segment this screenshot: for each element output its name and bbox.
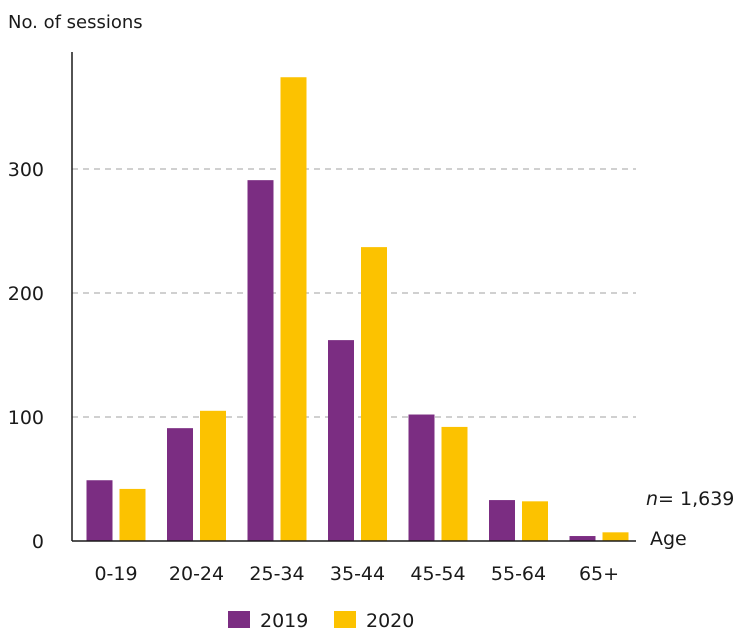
y-tick-label: 200: [8, 283, 44, 305]
bar-2020-35-44: [361, 247, 387, 541]
sample-size-value: = 1,639: [658, 488, 734, 510]
bar-2019-45-54: [408, 414, 435, 541]
x-tick-label: 25-34: [249, 563, 304, 585]
bar-2020-20-24: [200, 410, 226, 541]
x-tick-label: 0-19: [94, 563, 137, 585]
bar-2019-0-19: [86, 480, 113, 541]
x-tick-label: 35-44: [330, 563, 385, 585]
y-tick-label: 300: [8, 159, 44, 181]
bar-2020-55-64: [522, 501, 548, 541]
x-tick-label: 20-24: [169, 563, 224, 585]
x-tick-label: 55-64: [491, 563, 546, 585]
y-tick-labels: 0 100 200 300: [8, 159, 44, 553]
x-tick-label: 45-54: [410, 563, 465, 585]
bar-2019-55-64: [489, 500, 515, 541]
bar-2019-65+: [569, 536, 596, 541]
bar-2019-20-24: [167, 428, 193, 541]
bars: [86, 77, 629, 542]
legend-swatch-2019: [228, 611, 250, 628]
y-tick-label: 0: [32, 531, 44, 553]
legend-swatch-2020: [334, 611, 356, 628]
y-tick-label: 100: [8, 407, 44, 429]
bar-2019-25-34: [247, 180, 274, 541]
bar-2020-0-19: [119, 488, 146, 541]
bar-2020-25-34: [280, 77, 307, 542]
y-axis-title: No. of sessions: [8, 12, 143, 33]
legend-label-2019: 2019: [260, 610, 308, 632]
legend: 2019 2020: [228, 610, 414, 632]
legend-label-2020: 2020: [366, 610, 414, 632]
x-tick-labels: 0-19 20-24 25-34 35-44 45-54 55-64 65+: [94, 563, 619, 585]
x-tick-label: 65+: [579, 563, 619, 585]
bar-2020-65+: [602, 532, 629, 541]
sample-size-note: n= 1,639: [646, 488, 734, 510]
gridlines: [72, 168, 636, 418]
x-axis-title: Age: [650, 528, 687, 550]
bar-2019-35-44: [328, 340, 354, 541]
sample-size-prefix: n: [646, 488, 658, 510]
bar-2020-45-54: [441, 426, 468, 541]
